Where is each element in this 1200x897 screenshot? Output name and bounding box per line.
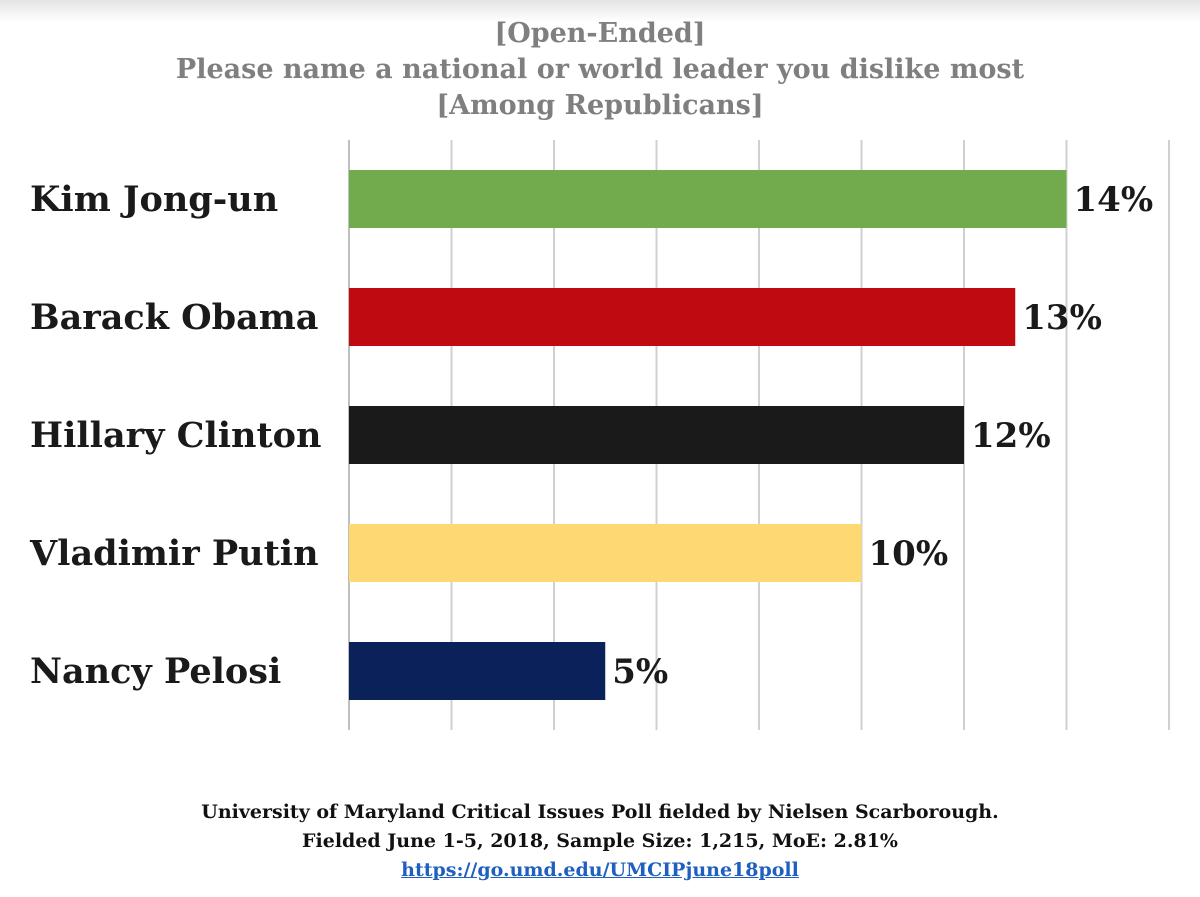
data-label: 14%	[1074, 180, 1154, 220]
title-line-2: Please name a national or world leader y…	[175, 54, 1025, 85]
title-line-3: [Among Republicans]	[436, 90, 764, 121]
data-label: 5%	[612, 652, 668, 692]
bar	[349, 406, 964, 464]
category-label: Vladimir Putin	[29, 533, 319, 574]
category-label: Hillary Clinton	[30, 415, 321, 456]
footer-line-1: University of Maryland Critical Issues P…	[201, 801, 999, 823]
bar	[349, 170, 1067, 228]
bar	[349, 288, 1016, 346]
top-shadow	[0, 0, 1200, 22]
footer-line-2: Fielded June 1-5, 2018, Sample Size: 1,2…	[302, 830, 898, 852]
data-label: 10%	[869, 534, 949, 574]
category-label: Kim Jong-un	[30, 179, 278, 220]
data-label: 13%	[1022, 298, 1102, 338]
category-label: Nancy Pelosi	[30, 651, 281, 692]
category-label: Barack Obama	[30, 297, 318, 338]
data-label: 12%	[971, 416, 1051, 456]
chart-title: [Open-Ended] Please name a national or w…	[0, 16, 1200, 124]
title-line-1: [Open-Ended]	[494, 18, 706, 49]
poll-link[interactable]: https://go.umd.edu/UMCIPjune18poll	[401, 859, 799, 881]
bar	[349, 524, 862, 582]
bar	[349, 642, 606, 700]
source-footer: University of Maryland Critical Issues P…	[0, 798, 1200, 885]
